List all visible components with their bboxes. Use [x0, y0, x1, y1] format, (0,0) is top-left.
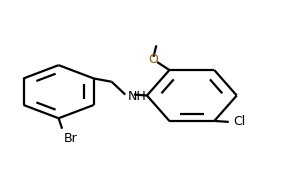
Text: NH: NH	[128, 90, 147, 103]
Text: Br: Br	[63, 132, 77, 145]
Text: O: O	[148, 53, 158, 66]
Text: Cl: Cl	[233, 115, 245, 128]
